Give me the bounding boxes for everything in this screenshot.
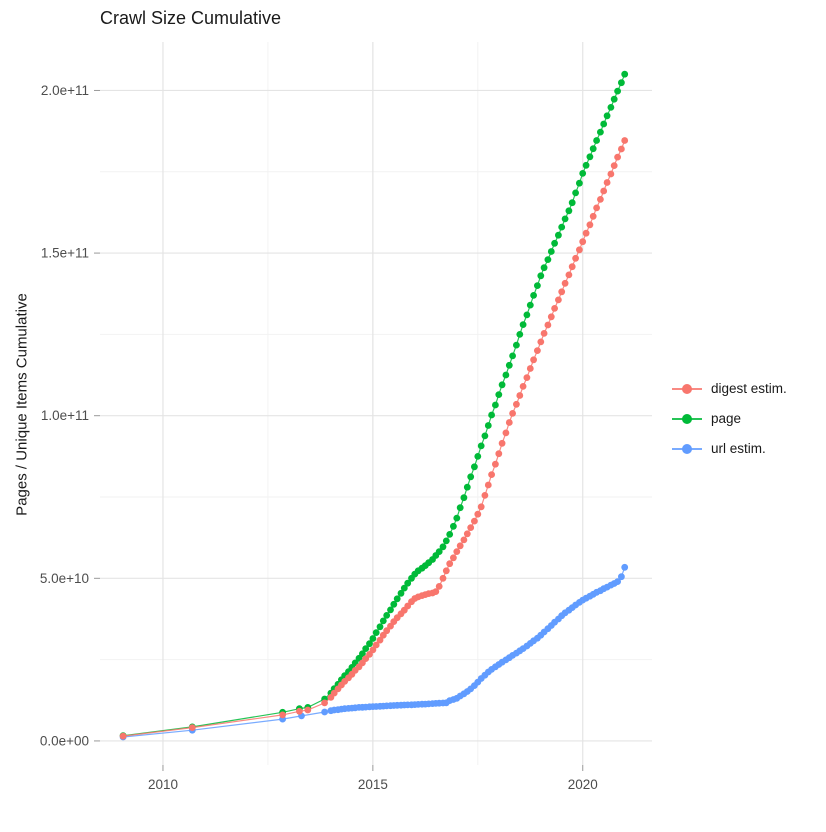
- legend: digest estim. page url estim.: [672, 378, 787, 459]
- svg-text:1.0e+11: 1.0e+11: [41, 408, 89, 423]
- series-url-estim-: [119, 563, 629, 741]
- legend-row-page: page: [672, 408, 787, 429]
- legend-label-page: page: [711, 411, 742, 426]
- series-digest-estim-: [119, 137, 629, 740]
- svg-text:2015: 2015: [358, 777, 388, 792]
- data-series: [119, 70, 629, 741]
- gridlines-major: [100, 42, 652, 765]
- gridlines-minor: [100, 42, 652, 765]
- svg-text:2.0e+11: 2.0e+11: [41, 83, 89, 98]
- legend-row-url-estim: url estim.: [672, 438, 787, 459]
- svg-text:1.5e+11: 1.5e+11: [41, 246, 89, 261]
- svg-text:2020: 2020: [568, 777, 598, 792]
- legend-key-url-icon: [672, 440, 702, 458]
- legend-label-url-estim: url estim.: [711, 441, 766, 456]
- series-page: [119, 70, 629, 740]
- legend-row-digest-estim: digest estim.: [672, 378, 787, 399]
- axis-tick-labels: 2010 2015 2020 0.0e+00 5.0e+10 1.0e+11 1.5e+11…: [40, 83, 598, 792]
- svg-text:2010: 2010: [148, 777, 178, 792]
- axis-tick-marks: [94, 89, 584, 771]
- svg-text:5.0e+10: 5.0e+10: [40, 571, 89, 586]
- chart-title: Crawl Size Cumulative: [100, 8, 282, 28]
- legend-label-digest-estim: digest estim.: [711, 381, 787, 396]
- legend-key-page-icon: [672, 410, 702, 428]
- svg-text:0.0e+00: 0.0e+00: [40, 733, 89, 748]
- legend-key-digest-icon: [672, 380, 702, 398]
- y-axis-title: Pages / Unique Items Cumulative: [13, 293, 31, 516]
